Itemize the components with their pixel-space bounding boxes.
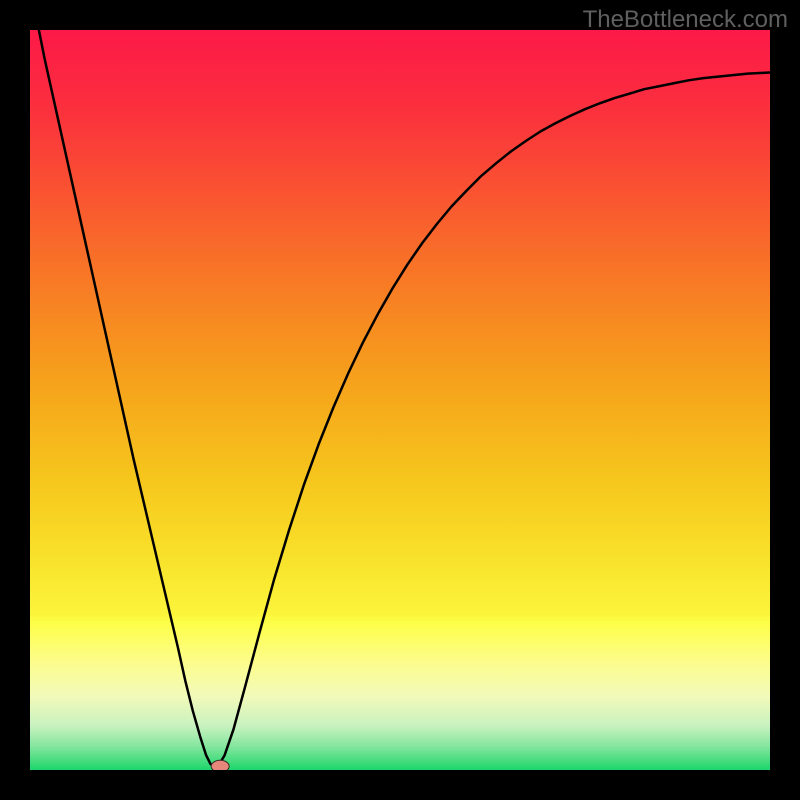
gradient-background: [30, 30, 770, 770]
minimum-marker: [211, 760, 229, 770]
plot-svg: [30, 30, 770, 770]
plot-area: [30, 30, 770, 770]
watermark-label: TheBottleneck.com: [583, 6, 788, 34]
